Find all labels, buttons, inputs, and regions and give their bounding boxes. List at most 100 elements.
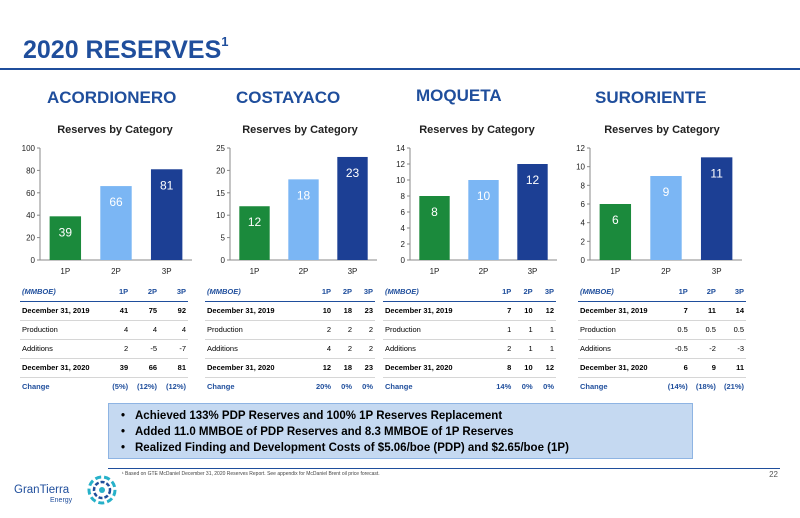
table-row-label: Additions [20, 339, 107, 359]
x-tick-label: 1P [430, 267, 440, 276]
table-row: Production 0.5 0.5 0.5 [578, 320, 746, 340]
table-cell: -5 [130, 339, 160, 359]
y-tick-label: 2 [401, 240, 406, 249]
table-cell: 4 [159, 320, 188, 340]
table-cell: 1 [513, 320, 535, 340]
bar-1p [599, 204, 632, 260]
table-column-header: 3P [717, 282, 746, 302]
table-row: December 31, 2020 8 10 12 [383, 358, 556, 378]
table-row-label: December 31, 2019 [20, 301, 107, 321]
table-row-label: December 31, 2019 [578, 301, 662, 321]
reserves-table-moqueta: (MMBOE) 1P 2P 3P December 31, 2019 7 10 12 Produ… [383, 282, 556, 396]
y-tick-label: 8 [401, 192, 406, 201]
table-column-header: 1P [106, 282, 131, 302]
y-tick-label: 100 [22, 144, 36, 153]
page-number: 22 [769, 470, 778, 479]
table-row: Additions 2 1 1 [383, 339, 556, 359]
table-cell: 11 [689, 301, 718, 321]
y-tick-label: 0 [581, 256, 586, 265]
table-cell: 8 [485, 358, 514, 378]
x-tick-label: 1P [610, 267, 620, 276]
table-cell: 92 [159, 301, 188, 321]
table-cell: 0% [362, 382, 373, 392]
table-row: Production 2 2 2 [205, 320, 375, 340]
bar-2p [650, 176, 682, 260]
table-column-header: 2P [333, 282, 354, 302]
chart-title-suroriente: Reserves by Category [604, 124, 720, 136]
highlights-callout: Achieved 133% PDP Reserves and 100% 1P R… [108, 403, 693, 459]
table-column-header: 3P [534, 282, 556, 302]
table-cell: 12 [534, 358, 556, 378]
table-column-header: 1P [485, 282, 514, 302]
table-row-label: Change [207, 382, 235, 392]
table-row-label: Change [385, 382, 413, 392]
table-cell: 6 [661, 358, 690, 378]
table-cell: 1 [513, 339, 535, 359]
table-column-header: 1P [306, 282, 334, 302]
y-tick-label: 40 [26, 211, 35, 220]
field-name-acordionero: ACORDIONERO [47, 88, 177, 107]
x-tick-label: 2P [661, 267, 671, 276]
field-name-costayaco: COSTAYACO [236, 88, 341, 107]
table-cell: 0% [543, 382, 554, 392]
x-tick-label: 1P [250, 267, 260, 276]
table-row-label: December 31, 2020 [383, 358, 486, 378]
table-cell: -3 [717, 339, 746, 359]
bar-2p [468, 180, 499, 260]
company-logo-sub: Energy [50, 497, 73, 504]
table-row: December 31, 2019 41 75 92 [20, 301, 188, 321]
table-row-label: Production [20, 320, 107, 340]
table-cell: 7 [661, 301, 690, 321]
table-column-header: (MMBOE) [205, 282, 307, 302]
table-column-header: 1P [661, 282, 690, 302]
table-cell: 41 [106, 301, 131, 321]
bar-value-label: 8 [431, 205, 438, 219]
bar-chart-acordionero: 0 20 40 60 80 100 39 1P 66 2P 81 3P [22, 144, 192, 276]
footnote: ¹ Based on GTE McDaniel December 31, 202… [122, 471, 380, 477]
bar-1p [239, 206, 270, 260]
table-cell: 23 [354, 358, 375, 378]
table-header-row: (MMBOE) 1P 2P 3P [20, 282, 188, 302]
bar-3p [700, 157, 733, 260]
table-row: December 31, 2019 7 10 12 [383, 301, 556, 321]
table-cell: 2 [354, 320, 375, 340]
table-cell: 1 [485, 320, 514, 340]
x-tick-label: 2P [111, 267, 121, 276]
table-row-label: Production [578, 320, 662, 340]
table-row: Additions -0.5 -2 -3 [578, 339, 746, 359]
table-row-label: Additions [383, 339, 486, 359]
table-row-label: Additions [205, 339, 307, 359]
x-tick-label: 1P [60, 267, 70, 276]
table-row-label: December 31, 2020 [205, 358, 307, 378]
table-cell: 20% [316, 382, 332, 392]
table-row: Additions 4 2 2 [205, 339, 375, 359]
bar-value-label: 66 [109, 195, 123, 209]
table-row: Change (5%) (12%) (12%) [20, 377, 188, 396]
table-cell: 1 [534, 320, 556, 340]
table-row-label: Change [580, 382, 608, 392]
y-tick-label: 15 [216, 189, 225, 198]
table-row: December 31, 2019 10 18 23 [205, 301, 375, 321]
table-cell: 2 [333, 320, 354, 340]
reserves-table-acordionero: (MMBOE) 1P 2P 3P December 31, 2019 41 75 92 Prod… [20, 282, 188, 396]
bar-value-label: 12 [248, 215, 262, 229]
y-tick-label: 20 [26, 234, 35, 243]
table-row-label: Change [22, 382, 50, 392]
table-cell: 12 [534, 301, 556, 321]
table-header-row: (MMBOE) 1P 2P 3P [578, 282, 746, 302]
reserves-table-costayaco: (MMBOE) 1P 2P 3P December 31, 2019 10 18 23 Prod… [205, 282, 375, 396]
y-tick-label: 6 [401, 208, 406, 217]
field-name-suroriente: SURORIENTE [595, 88, 707, 107]
y-tick-label: 8 [581, 181, 586, 190]
table-cell: 11 [717, 358, 746, 378]
y-tick-label: 80 [26, 166, 35, 175]
bar-value-label: 81 [160, 178, 174, 192]
table-cell: (5%) [112, 382, 129, 392]
y-tick-label: 0 [31, 256, 36, 265]
page-title: 2020 RESERVES1 [23, 34, 229, 65]
x-tick-label: 3P [528, 267, 538, 276]
table-row: Production 4 4 4 [20, 320, 188, 340]
table-row: December 31, 2019 7 11 14 [578, 301, 746, 321]
x-tick-label: 3P [712, 267, 722, 276]
bar-2p [288, 179, 319, 260]
